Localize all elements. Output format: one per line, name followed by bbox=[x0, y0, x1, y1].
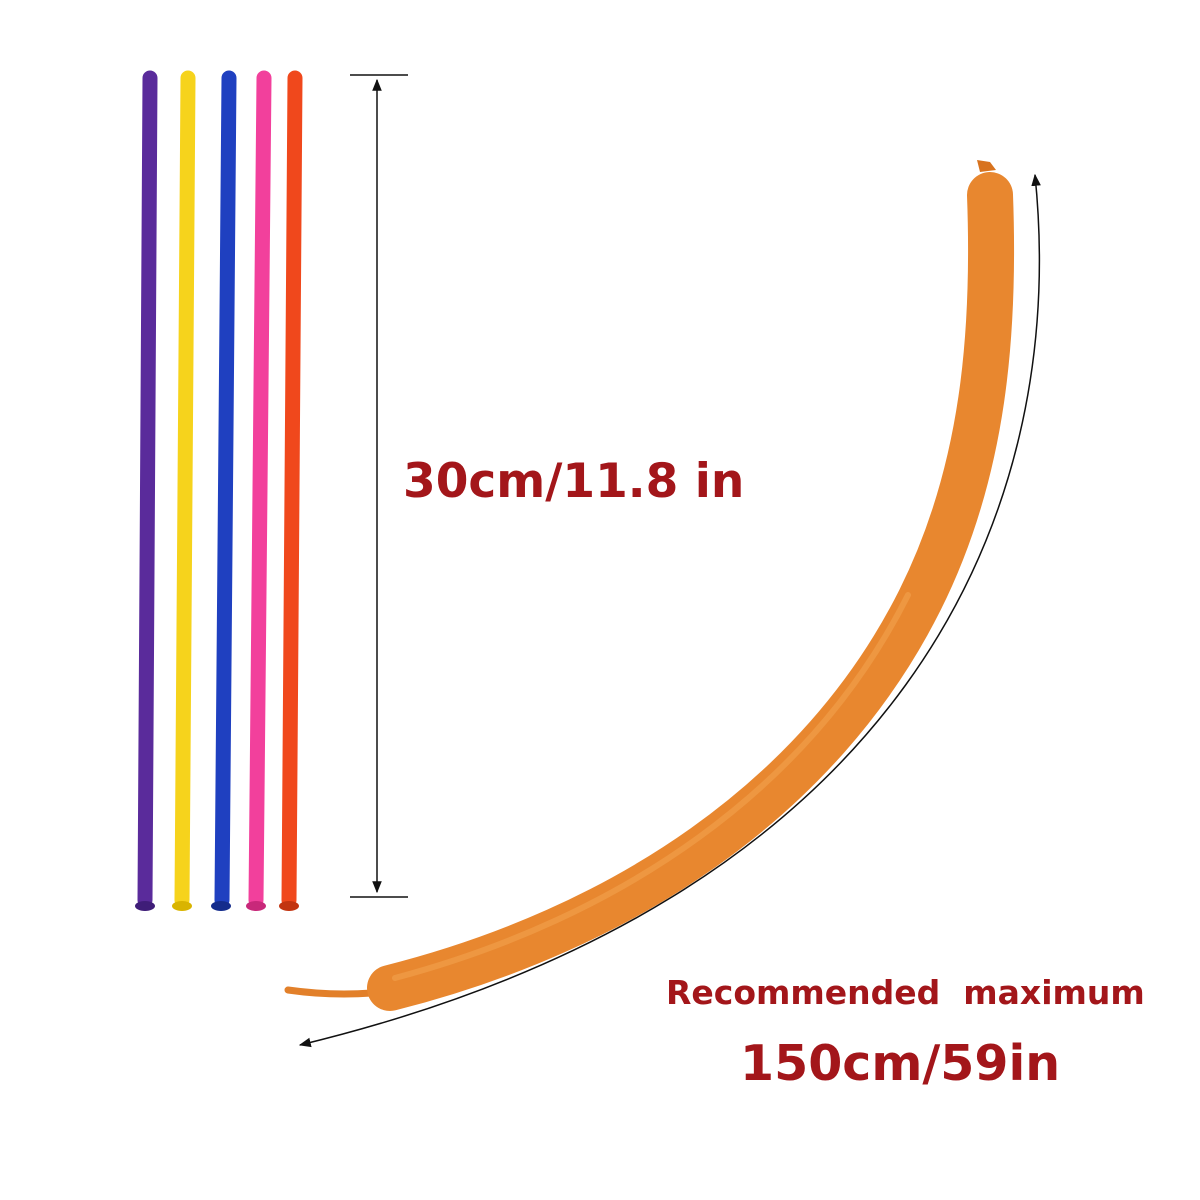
max-length-label: 150cm/59in bbox=[740, 1035, 1060, 1092]
balloon-knot bbox=[977, 160, 996, 172]
recommended-label: Recommended maximum bbox=[666, 973, 1145, 1012]
length-arc bbox=[298, 173, 1041, 1048]
balloon-knot bbox=[246, 901, 266, 911]
balloon-knot bbox=[211, 901, 231, 911]
balloon-blue bbox=[214, 70, 237, 908]
uninflated-balloons bbox=[135, 70, 303, 911]
balloon-pink bbox=[248, 70, 272, 908]
dimension-short bbox=[350, 74, 408, 898]
short-length-label: 30cm/11.8 in bbox=[403, 454, 744, 509]
inflated-balloon bbox=[284, 160, 1015, 1011]
balloon-knot bbox=[279, 901, 299, 911]
balloon-knot bbox=[135, 901, 155, 911]
balloon-red bbox=[281, 70, 303, 908]
balloon-highlight bbox=[392, 592, 911, 981]
balloon-body bbox=[367, 172, 1015, 1011]
balloon-knot bbox=[172, 901, 192, 911]
balloon-yellow bbox=[174, 70, 196, 908]
balloon-purple bbox=[137, 70, 158, 908]
balloon-tail bbox=[284, 986, 376, 998]
